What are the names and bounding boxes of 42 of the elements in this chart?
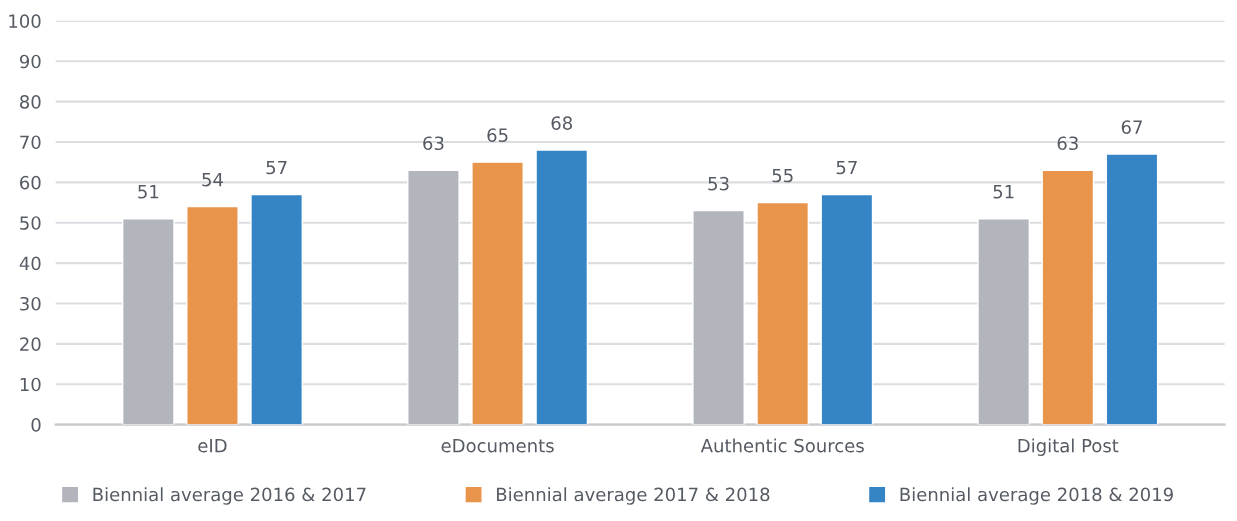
y-tick-label: 30 — [20, 296, 41, 311]
bar — [820, 193, 874, 425]
y-tick-label: 100 — [9, 14, 41, 28]
x-tick-label: eID — [198, 439, 227, 453]
bar — [535, 149, 589, 425]
legend-label: Biennial average 2018 & 2019 — [900, 487, 1173, 505]
legend-label: Biennial average 2016 & 2017 — [93, 487, 366, 505]
data-label: 53 — [708, 176, 729, 191]
data-label: 51 — [138, 185, 159, 199]
y-tick-label: 50 — [20, 216, 41, 230]
y-tick-label: 60 — [20, 175, 41, 190]
data-label: 63 — [423, 136, 444, 151]
data-label: 54 — [202, 172, 223, 187]
y-tick-label: 80 — [20, 95, 41, 109]
y-tick-label: 0 — [31, 418, 41, 432]
data-label: 68 — [551, 116, 572, 130]
bar — [756, 201, 810, 425]
bar — [407, 169, 460, 425]
bar — [692, 209, 745, 425]
data-label: 57 — [836, 160, 857, 175]
legend-label: Biennial average 2017 & 2018 — [497, 487, 770, 505]
bar — [121, 217, 175, 425]
data-label: 51 — [993, 185, 1014, 199]
data-label: 67 — [1121, 120, 1142, 134]
data-label: 57 — [266, 160, 287, 175]
data-label: 65 — [487, 128, 508, 142]
bar — [471, 161, 524, 425]
x-tick-label: eDocuments — [441, 439, 554, 453]
x-tick-label: Digital Post — [1018, 438, 1119, 456]
bar — [977, 217, 1031, 425]
bar — [1105, 153, 1159, 425]
y-tick-label: 40 — [19, 256, 41, 271]
y-tick-label: 20 — [20, 337, 41, 351]
bar — [250, 193, 303, 425]
x-tick-label: Authentic Sources — [700, 438, 864, 453]
y-tick-label: 70 — [20, 135, 41, 150]
data-label: 55 — [772, 168, 793, 183]
y-tick-label: 10 — [20, 377, 41, 392]
bar — [1041, 169, 1095, 425]
data-label: 63 — [1057, 136, 1078, 151]
bar — [186, 205, 239, 425]
y-tick-label: 90 — [19, 54, 41, 69]
